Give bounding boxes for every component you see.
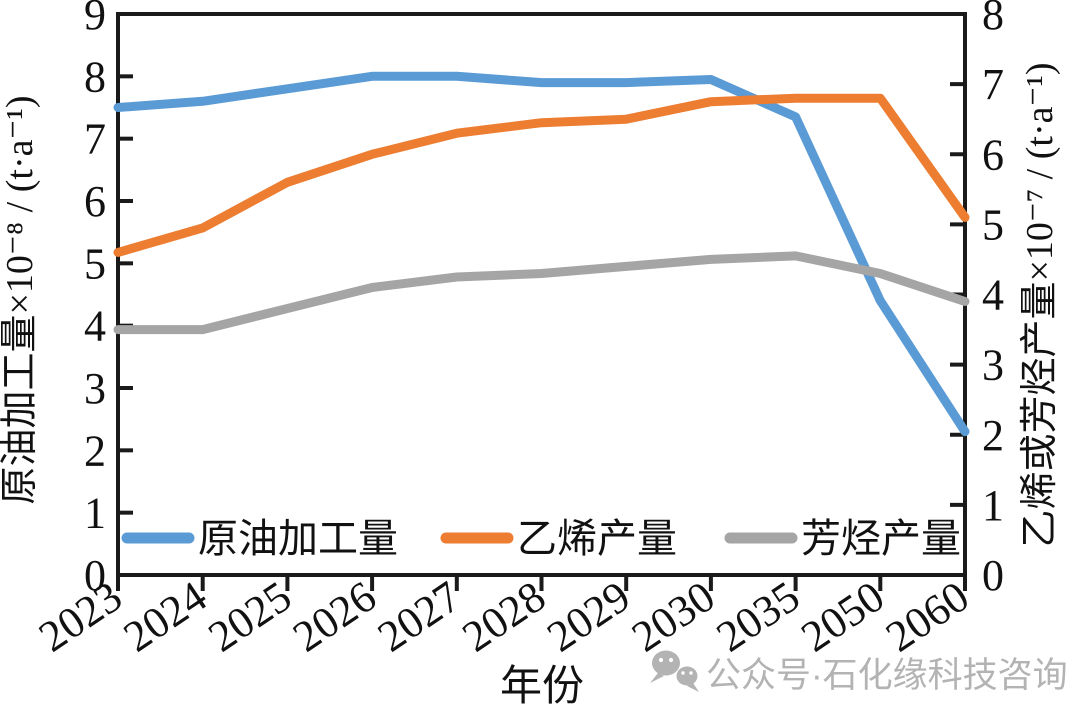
left-axis-tick-label: 1: [84, 489, 106, 538]
x-axis-ticks: 2023202420252026202720282029203020352050…: [30, 572, 977, 662]
left-axis-ticks: 0 1 2 3 4 5 6 7 8 9: [84, 0, 133, 600]
legend: 原油加工量 乙烯产量 芳烃产量: [121, 516, 961, 561]
right-axis-tick-label: 7: [982, 60, 1004, 109]
series-line-crude-processing: [113, 71, 970, 437]
left-axis-title: 原油加工量×10⁻⁸ / (t·a⁻¹): [0, 95, 41, 504]
right-axis-tick-label: 0: [982, 551, 1004, 600]
right-axis-tick-label: 5: [982, 200, 1004, 249]
legend-label: 芳烃产量: [801, 516, 961, 561]
x-axis-tick-label: 2024: [115, 572, 215, 662]
series-line-ethylene: [113, 93, 970, 257]
right-axis-title: 乙烯或芳烃产量×10⁻⁷ / (t·a⁻¹): [1019, 62, 1061, 547]
right-axis-tick-label: 2: [982, 411, 1004, 460]
x-axis-tick-label: 2023: [30, 572, 130, 662]
left-axis-tick-label: 8: [84, 52, 106, 101]
watermark: 公众号·石化缘科技咨询: [650, 650, 1068, 695]
left-axis-tick-label: 4: [84, 302, 106, 351]
legend-label: 原油加工量: [198, 516, 398, 561]
right-axis-ticks: 0 1 2 3 4 5 6 7 8: [950, 0, 1004, 600]
right-axis-tick-label: 8: [982, 0, 1004, 39]
left-axis-tick-label: 0: [84, 551, 106, 600]
series-line-aromatics: [113, 251, 970, 335]
x-axis-tick-label: 2026: [284, 572, 384, 662]
left-axis-tick-label: 3: [84, 364, 106, 413]
x-axis-tick-label: 2030: [623, 572, 723, 662]
wechat-icon: [650, 650, 699, 692]
right-axis-tick-label: 6: [982, 130, 1004, 179]
legend-label: 乙烯产量: [517, 516, 677, 561]
x-axis-tick-label: 2025: [200, 572, 300, 662]
x-axis-tick-label: 2027: [369, 572, 469, 662]
x-axis-tick-label: 2028: [454, 572, 554, 662]
series-lines: [113, 71, 970, 437]
left-axis-tick-label: 7: [84, 115, 106, 164]
left-axis-tick-label: 5: [84, 239, 106, 288]
left-axis-tick-label: 2: [84, 426, 106, 475]
right-axis-tick-label: 4: [982, 271, 1004, 320]
x-axis-tick-label: 2060: [877, 572, 977, 662]
left-axis-tick-label: 9: [84, 0, 106, 39]
x-axis-title: 年份: [500, 663, 584, 710]
x-axis-tick-label: 2050: [793, 572, 893, 662]
left-axis-tick-label: 6: [84, 177, 106, 226]
watermark-text: 公众号·石化缘科技咨询: [706, 656, 1068, 695]
right-axis-tick-label: 1: [982, 481, 1004, 530]
x-axis-tick-label: 2029: [538, 572, 638, 662]
right-axis-tick-label: 3: [982, 341, 1004, 390]
x-axis-tick-label: 2035: [708, 572, 808, 662]
